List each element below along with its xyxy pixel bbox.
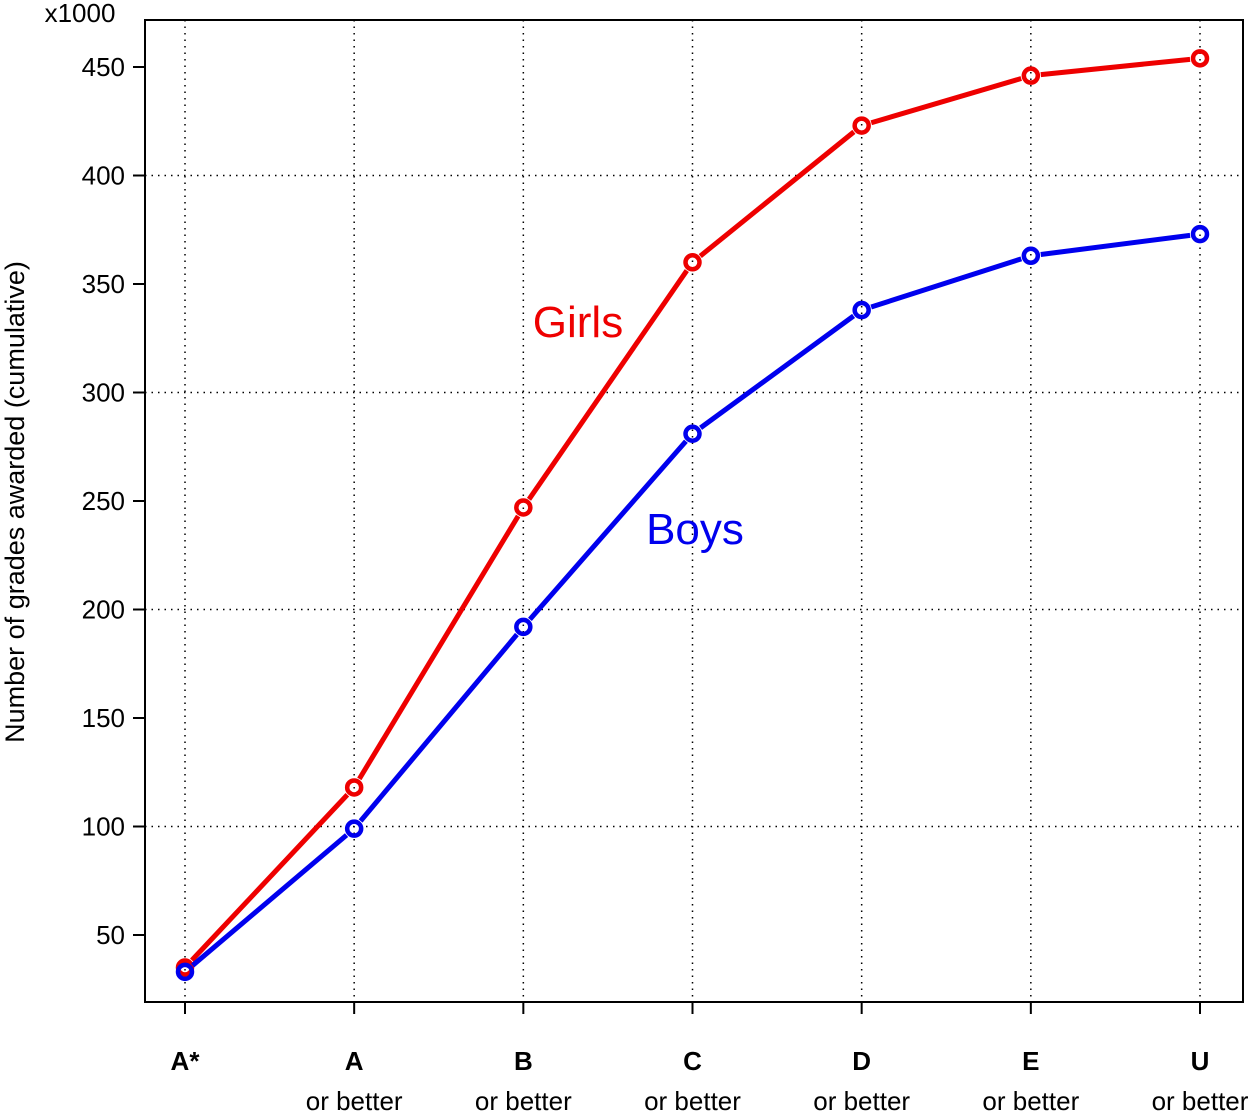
- x-category-sublabel: or better: [982, 1086, 1079, 1112]
- boys-line-segment: [358, 632, 519, 823]
- y-tick-label: 50: [96, 920, 125, 950]
- y-tick-label: 300: [82, 378, 125, 408]
- girls-line-segment: [357, 514, 521, 781]
- x-category-label: A*: [171, 1046, 201, 1076]
- x-category-label: E: [1022, 1046, 1039, 1076]
- x-category-sublabel: or better: [475, 1086, 572, 1112]
- boys-line-segment: [191, 833, 349, 968]
- boys-line-segment: [1040, 232, 1191, 257]
- girls-data-point: [683, 253, 702, 272]
- y-tick-label: 350: [82, 269, 125, 299]
- girls-line-segment: [190, 793, 350, 962]
- boys-data-point: [1021, 246, 1041, 266]
- girls-line-segment: [870, 76, 1022, 126]
- boys-data-point: [344, 819, 364, 838]
- y-tick-label: 450: [82, 52, 125, 82]
- boys-line-segment: [699, 313, 856, 430]
- x-category-sublabel: or better: [813, 1086, 910, 1112]
- x-category-label: D: [852, 1046, 871, 1076]
- y-tick-label: 150: [82, 703, 125, 733]
- y-multiplier-label: x1000: [45, 0, 116, 28]
- y-tick-label: 100: [82, 812, 125, 842]
- x-category-label: A: [345, 1046, 364, 1076]
- plot-frame: [144, 19, 1244, 1003]
- x-category-label: B: [514, 1046, 533, 1076]
- girls-data-point: [852, 116, 871, 135]
- girls-data-point: [514, 498, 533, 517]
- x-category-sublabel: or better: [1152, 1086, 1249, 1112]
- y-tick-label: 250: [82, 486, 125, 516]
- y-axis-title: Number of grades awarded (cumulative): [0, 261, 30, 743]
- series-lines: [175, 49, 1210, 982]
- boys-data-point: [683, 424, 702, 443]
- boys-data-point: [1190, 224, 1210, 244]
- x-category-sublabel: or better: [306, 1086, 403, 1112]
- boys-data-point: [514, 617, 533, 637]
- girls-data-point: [1021, 66, 1041, 85]
- x-category-sublabel: or better: [644, 1086, 741, 1112]
- series-label-girls: Girls: [533, 298, 623, 347]
- boys-data-point: [175, 962, 195, 982]
- girls-line-segment: [1040, 56, 1191, 78]
- boys-line-segment: [528, 439, 688, 621]
- axes: 50 100 150 200 250 300 350 400 450 A* Aor better Bo…: [82, 52, 1249, 1112]
- girls-data-point: [344, 778, 364, 797]
- y-tick-label: 400: [82, 161, 125, 191]
- boys-line-segment: [870, 256, 1023, 310]
- y-tick-label: 200: [82, 595, 125, 625]
- girls-line-segment: [698, 129, 856, 258]
- girls-data-point: [1190, 49, 1210, 68]
- girls-line-segment: [526, 269, 689, 501]
- x-category-label: C: [683, 1046, 702, 1076]
- x-category-label: U: [1191, 1046, 1210, 1076]
- boys-data-point: [852, 300, 871, 320]
- series-label-boys: Boys: [646, 505, 744, 554]
- gridlines: [145, 20, 1243, 1002]
